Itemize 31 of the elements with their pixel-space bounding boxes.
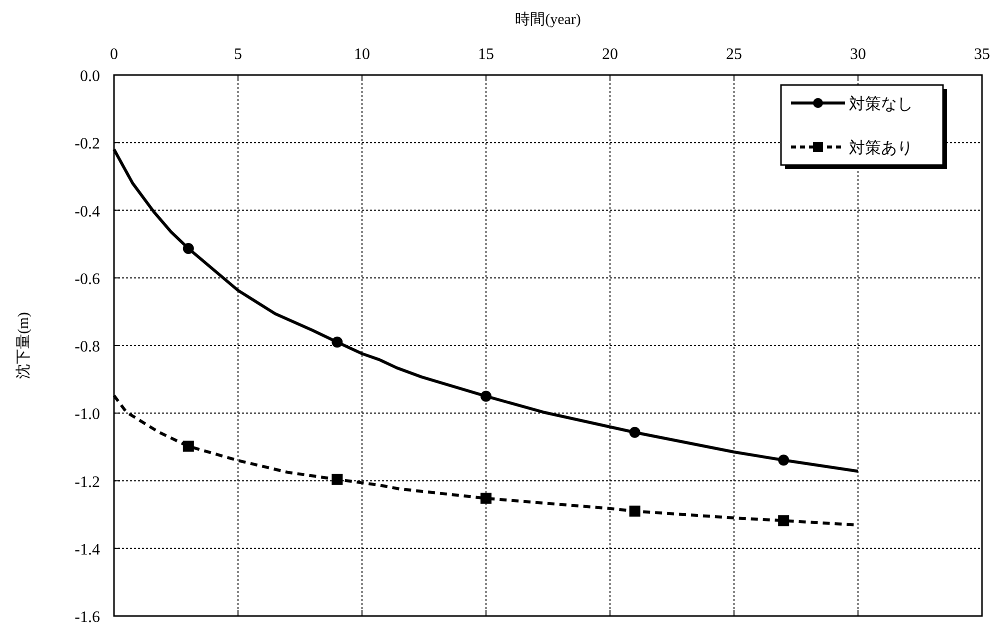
legend-label: 対策なし	[849, 94, 913, 113]
y-tick-label: 0.0	[80, 68, 100, 85]
point	[332, 336, 343, 348]
point	[778, 454, 790, 466]
y-tick-label: -0.6	[74, 270, 100, 288]
y-tick-label: -0.8	[74, 338, 100, 356]
x-tick-label: 10	[354, 46, 370, 63]
legend-label: 対策あり	[849, 138, 913, 157]
y-axis-title: 沈下量(m)	[15, 312, 32, 379]
x-tick-label: 15	[478, 46, 494, 63]
x-tick-label: 5	[234, 46, 242, 63]
point	[629, 506, 640, 517]
point	[480, 390, 492, 402]
point	[480, 492, 492, 504]
y-tick-label: -1.2	[74, 474, 100, 491]
y-tick-label: -1.6	[74, 609, 100, 626]
point	[629, 426, 640, 438]
point	[182, 242, 194, 254]
x-tick-label: 20	[602, 46, 618, 63]
x-tick-label: 0	[110, 46, 118, 63]
y-tick-label: -1.4	[74, 541, 100, 558]
y-tick-label: -0.2	[74, 136, 100, 153]
x-tick-label: 30	[850, 46, 866, 63]
y-tick-label: -0.4	[74, 203, 100, 220]
x-axis-title: 時間(year)	[515, 11, 581, 28]
point	[778, 515, 790, 526]
point	[332, 474, 343, 485]
x-tick-label: 25	[726, 46, 742, 63]
y-tick-label: -1.0	[74, 406, 100, 424]
x-tick-label: 35	[974, 46, 990, 63]
point	[182, 440, 194, 452]
